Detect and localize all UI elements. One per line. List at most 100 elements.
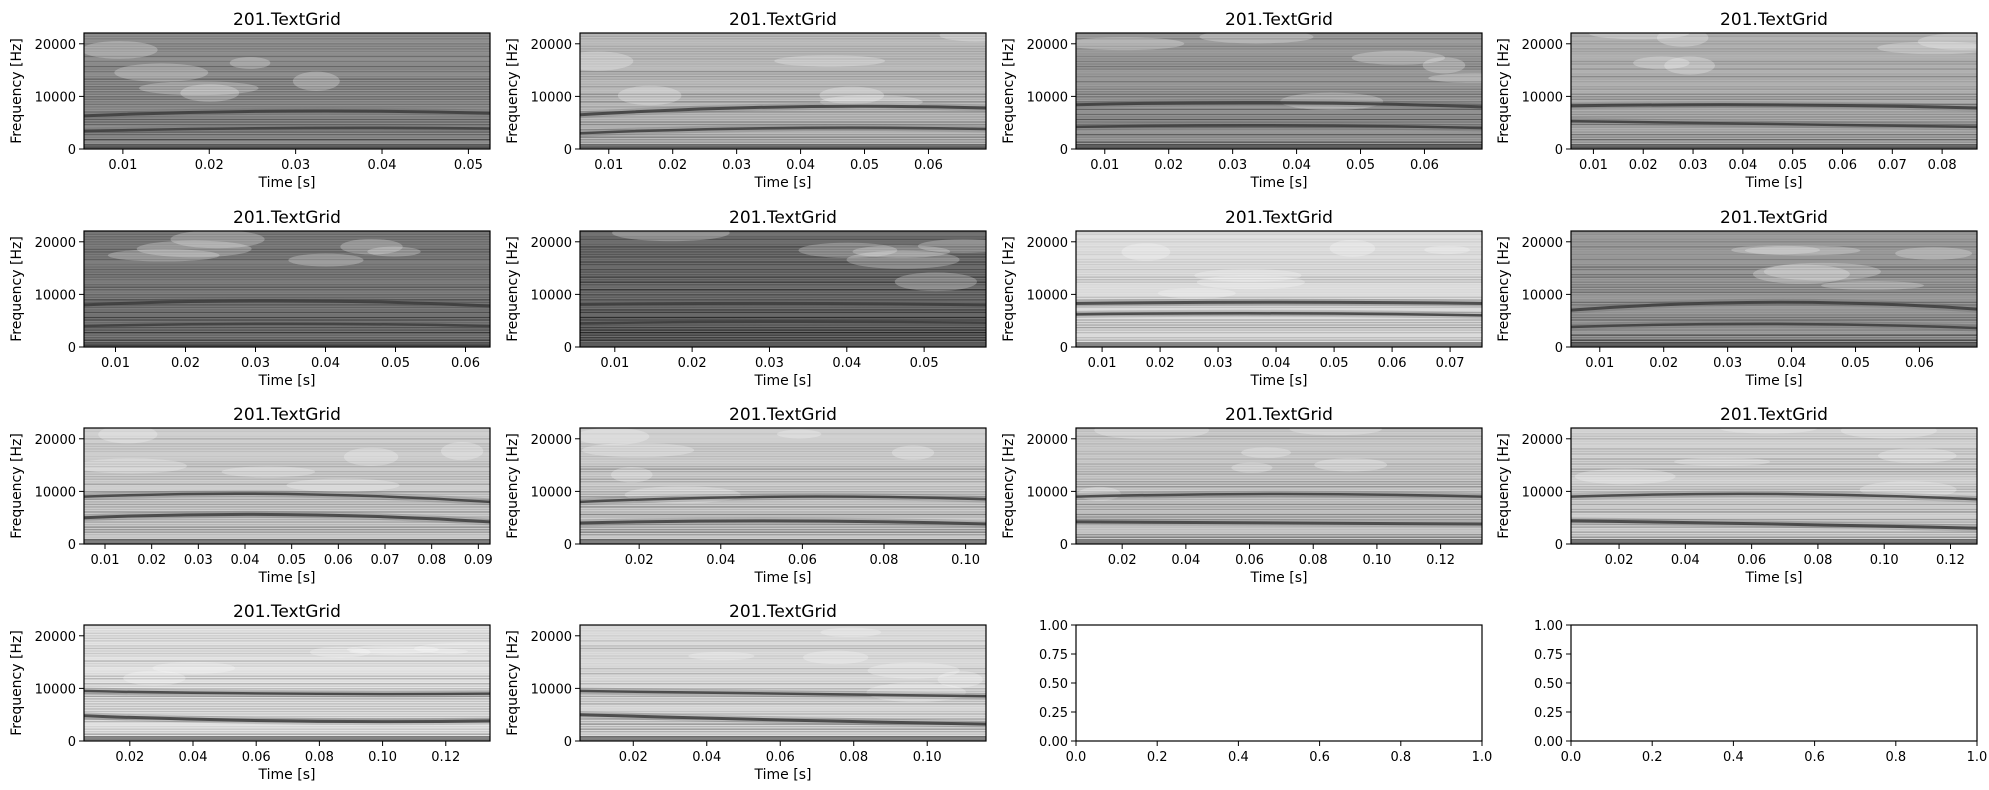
axes-frame — [1075, 230, 1483, 348]
y-axis-label: Frequency [Hz] — [1496, 433, 1512, 539]
x-tick-label: 0.10 — [368, 750, 397, 765]
axes-frame — [1570, 32, 1978, 150]
x-tick-label: 0.12 — [1426, 553, 1455, 568]
x-axis-label: Time [s] — [258, 175, 316, 191]
x-tick-label: 0.06 — [1828, 158, 1857, 173]
y-tick-label: 0 — [68, 735, 76, 750]
y-tick-label: 0.50 — [1534, 677, 1563, 692]
x-tick-label: 0.07 — [1436, 356, 1465, 371]
subplot-14: 0.02 0.04 0.06 0.08 0.10 0 10000 20000 201.TextG… — [505, 602, 987, 783]
spectrogram-image — [580, 428, 986, 544]
x-tick-label: 0.4 — [1723, 750, 1744, 765]
x-tick-label: 0.01 — [594, 158, 623, 173]
subplot-title: 201.TextGrid — [233, 405, 341, 425]
x-tick-label: 0.02 — [1108, 553, 1137, 568]
x-tick-label: 0.04 — [1728, 158, 1757, 173]
axes-frame — [83, 624, 491, 742]
y-tick-label: 20000 — [1522, 38, 1563, 53]
y-tick-label: 0 — [68, 341, 76, 356]
spectrogram-image — [580, 33, 986, 149]
y-tick-label: 0 — [68, 143, 76, 158]
y-tick-label: 20000 — [531, 38, 572, 53]
x-tick-label: 0.01 — [1090, 158, 1119, 173]
x-tick-label: 0.02 — [171, 356, 200, 371]
y-tick-label: 0.50 — [1039, 677, 1068, 692]
x-tick-label: 0.03 — [755, 356, 784, 371]
y-tick-label: 10000 — [531, 288, 572, 303]
y-tick-label: 0 — [68, 538, 76, 553]
y-tick-label: 20000 — [35, 38, 76, 53]
y-axis-label: Frequency [Hz] — [1001, 38, 1017, 144]
spectrogram-image — [580, 231, 986, 347]
x-axis-label: Time [s] — [258, 373, 316, 389]
spectrogram-image — [1076, 231, 1482, 347]
spectrogram-image — [1076, 33, 1482, 149]
x-tick-label: 0.03 — [1204, 356, 1233, 371]
y-axis-label: Frequency [Hz] — [1496, 38, 1512, 144]
axes-frame — [1570, 624, 1978, 742]
x-tick-label: 0.01 — [600, 356, 629, 371]
x-tick-label: 1.0 — [1472, 750, 1493, 765]
y-tick-label: 0 — [1060, 341, 1068, 356]
x-tick-label: 0.03 — [722, 158, 751, 173]
x-tick-label: 0.09 — [464, 553, 493, 568]
subplot-title: 201.TextGrid — [233, 602, 341, 622]
x-axis-label: Time [s] — [1745, 373, 1803, 389]
x-tick-label: 0.02 — [625, 553, 654, 568]
subplot-title: 201.TextGrid — [233, 10, 341, 30]
x-axis-label: Time [s] — [1250, 373, 1308, 389]
x-tick-label: 0.04 — [1171, 553, 1200, 568]
x-tick-label: 0.03 — [1679, 158, 1708, 173]
y-tick-label: 20000 — [1027, 236, 1068, 251]
x-tick-label: 0.05 — [910, 356, 939, 371]
y-tick-label: 20000 — [531, 630, 572, 645]
y-tick-label: 0.75 — [1534, 648, 1563, 663]
x-tick-label: 0.05 — [381, 356, 410, 371]
x-tick-label: 0.6 — [1309, 750, 1330, 765]
subplot-title: 201.TextGrid — [729, 10, 837, 30]
axes-frame — [83, 32, 491, 150]
x-tick-label: 0.04 — [706, 553, 735, 568]
subplot-5: 0.01 0.02 0.03 0.04 0.05 0.06 0 10000 20000 201.T… — [9, 208, 491, 389]
x-axis-label: Time [s] — [754, 570, 812, 586]
x-tick-label: 0.06 — [1737, 553, 1766, 568]
x-tick-label: 0.01 — [101, 356, 130, 371]
x-tick-label: 0.08 — [1928, 158, 1957, 173]
x-tick-label: 0.04 — [368, 158, 397, 173]
axes-frame — [579, 427, 987, 545]
x-tick-label: 0.05 — [850, 158, 879, 173]
x-tick-label: 0.04 — [231, 553, 260, 568]
x-tick-label: 0.02 — [619, 750, 648, 765]
subplot-6: 0.01 0.02 0.03 0.04 0.05 0 10000 20000 201.TextG… — [505, 208, 987, 389]
x-tick-label: 0.02 — [1629, 158, 1658, 173]
spectrogram-image — [84, 231, 490, 347]
x-axis-label: Time [s] — [754, 767, 812, 783]
y-tick-label: 0.00 — [1534, 735, 1563, 750]
x-tick-label: 0.04 — [311, 356, 340, 371]
subplot-3: 0.01 0.02 0.03 0.04 0.05 0.06 0 10000 20000 201.T… — [1001, 10, 1483, 191]
subplot-2: 0.01 0.02 0.03 0.04 0.05 0.06 0 10000 20000 201.T… — [505, 10, 987, 191]
spectrogram-image — [1076, 428, 1482, 544]
x-tick-label: 0.10 — [1362, 553, 1391, 568]
y-tick-label: 0 — [564, 735, 572, 750]
x-tick-label: 0.03 — [1218, 158, 1247, 173]
x-tick-label: 0.03 — [281, 158, 310, 173]
y-tick-label: 20000 — [35, 433, 76, 448]
y-tick-label: 20000 — [1522, 236, 1563, 251]
x-tick-label: 0.07 — [1878, 158, 1907, 173]
x-tick-label: 0.04 — [1777, 356, 1806, 371]
spectrogram-image — [580, 625, 986, 741]
y-tick-label: 0 — [564, 341, 572, 356]
spectrogram-image — [1571, 231, 1977, 347]
x-tick-label: 0.04 — [1671, 553, 1700, 568]
subplot-12: 0.02 0.04 0.06 0.08 0.10 0.12 0 10000 20000 201.T… — [1496, 405, 1978, 586]
y-tick-label: 0.00 — [1039, 735, 1068, 750]
y-tick-label: 10000 — [35, 288, 76, 303]
spectrogram-image — [84, 625, 490, 741]
x-tick-label: 0.04 — [1262, 356, 1291, 371]
y-tick-label: 10000 — [531, 90, 572, 105]
x-tick-label: 0.08 — [1299, 553, 1328, 568]
y-tick-label: 10000 — [35, 682, 76, 697]
x-tick-label: 0.06 — [1235, 553, 1264, 568]
